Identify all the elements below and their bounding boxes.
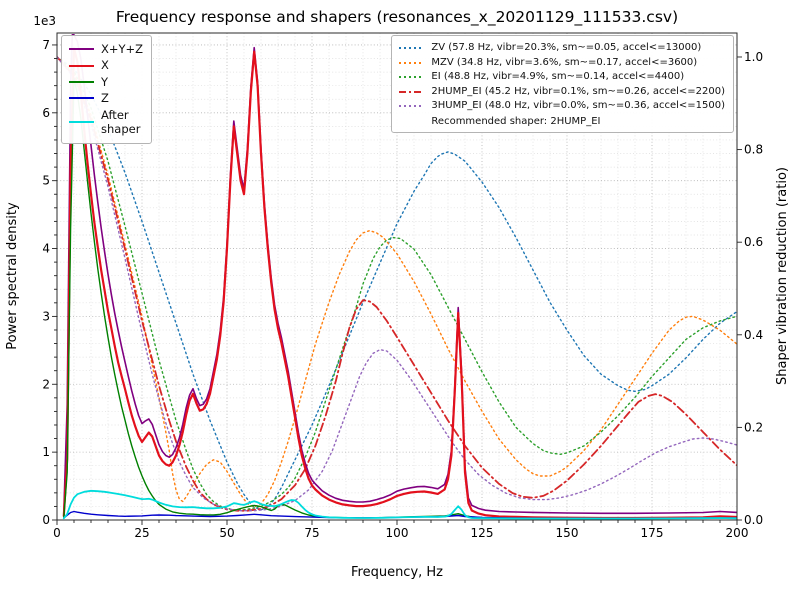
svg-text:3: 3 (42, 309, 50, 323)
series-2hump-ei (57, 56, 737, 512)
y-right-axis-label: Shaper vibration reduction (ratio) (775, 167, 790, 385)
svg-text:4: 4 (42, 242, 50, 256)
legend-label: X+Y+Z (101, 42, 144, 56)
svg-text:0: 0 (42, 513, 50, 527)
legend-label: MZV (34.8 Hz, vibr=3.6%, sm~=0.17, accel… (431, 56, 698, 68)
svg-text:200: 200 (726, 526, 749, 540)
svg-text:25: 25 (134, 526, 149, 540)
legend-item-after-shaper: After shaper (69, 108, 143, 137)
svg-text:0.4: 0.4 (744, 328, 763, 342)
legend-item-ei: EI (48.8 Hz, vibr=4.9%, sm~=0.14, accel<… (399, 71, 725, 84)
legend-item-z: Z (69, 91, 143, 105)
psd-legend: X+Y+Z X Y Z After shaper (61, 35, 153, 145)
legend-label: X (101, 58, 109, 73)
svg-text:50: 50 (219, 526, 234, 540)
series-mzv (57, 56, 737, 508)
chart-title: Frequency response and shapers (resonanc… (115, 8, 679, 26)
legend-line-sample (69, 48, 94, 51)
legend-label: 3HUMP_EI (48.0 Hz, vibr=0.0%, sm~=0.36, … (431, 100, 725, 111)
svg-text:175: 175 (641, 526, 664, 540)
legend-label: Y (101, 74, 109, 89)
legend-line-sample (399, 61, 425, 64)
y-axis-offset-label: 1e3 (33, 14, 56, 28)
legend-item-mzv: MZV (34.8 Hz, vibr=3.6%, sm~=0.17, accel… (399, 57, 725, 70)
svg-text:0.0: 0.0 (744, 513, 763, 527)
y-left-axis-label: Power spectral density (5, 202, 20, 350)
svg-text:150: 150 (556, 526, 579, 540)
legend-line-sample (399, 47, 425, 50)
svg-text:2: 2 (42, 377, 50, 391)
series-after-shaper (62, 489, 737, 520)
legend-line-sample (399, 76, 425, 79)
series-y (63, 78, 737, 520)
svg-text:100: 100 (386, 526, 409, 540)
svg-text:7: 7 (42, 38, 50, 52)
series-x (62, 47, 737, 520)
shaper-legend: ZV (57.8 Hz, vibr=20.3%, sm~=0.05, accel… (391, 35, 734, 133)
legend-label: After shaper (101, 107, 141, 136)
axis-ticks (52, 44, 742, 525)
x-axis-label: Frequency, Hz (351, 565, 443, 580)
legend-item-3hump-ei: 3HUMP_EI (48.0 Hz, vibr=0.0%, sm~=0.36, … (399, 100, 725, 113)
tick-labels: 0 25 50 75 100 125 150 175 200 0 1 2 3 4 5 6 7 0.0 0.2 0.4 0… (42, 38, 763, 540)
series-zv (57, 56, 737, 511)
svg-text:0: 0 (53, 526, 61, 540)
recommended-shaper-note: Recommended shaper: 2HUMP_EI (431, 115, 601, 127)
svg-text:6: 6 (42, 106, 50, 120)
svg-text:125: 125 (471, 526, 494, 540)
legend-item-x: X (69, 58, 143, 72)
legend-item-x-y-z: X+Y+Z (69, 42, 143, 56)
legend-line-sample (399, 105, 425, 108)
svg-text:75: 75 (304, 526, 319, 540)
legend-item-2hump-ei: 2HUMP_EI (45.2 Hz, vibr=0.1%, sm~=0.26, … (399, 86, 725, 99)
series-lines (57, 33, 737, 520)
legend-line-sample (69, 97, 94, 100)
legend-line-sample (69, 64, 94, 67)
svg-text:1: 1 (42, 445, 50, 459)
legend-label: 2HUMP_EI (45.2 Hz, vibr=0.1%, sm~=0.26, … (431, 85, 725, 97)
svg-text:0.2: 0.2 (744, 420, 763, 434)
svg-text:5: 5 (42, 174, 50, 188)
legend-line-sample (69, 80, 94, 83)
legend-label: EI (48.8 Hz, vibr=4.9%, sm~=0.14, accel<… (431, 71, 685, 82)
svg-text:0.8: 0.8 (744, 143, 763, 157)
legend-label: Z (101, 91, 109, 106)
legend-line-sample (399, 90, 425, 93)
legend-label: ZV (57.8 Hz, vibr=20.3%, sm~=0.05, accel… (431, 42, 702, 53)
svg-text:0.6: 0.6 (744, 235, 763, 249)
legend-item-zv: ZV (57.8 Hz, vibr=20.3%, sm~=0.05, accel… (399, 42, 725, 55)
grid-minor (57, 33, 737, 520)
legend-item-y: Y (69, 75, 143, 89)
svg-text:1.0: 1.0 (744, 50, 763, 64)
legend-line-sample (69, 120, 94, 123)
